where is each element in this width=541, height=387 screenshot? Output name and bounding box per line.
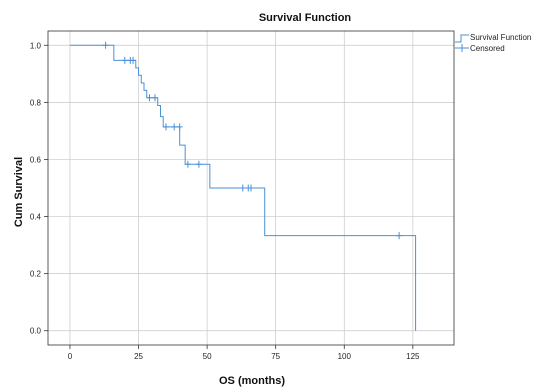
y-axis-title: Cum Survival bbox=[13, 157, 25, 227]
censored-mark bbox=[151, 94, 158, 102]
x-tick-label: 0 bbox=[68, 352, 73, 361]
censored-mark bbox=[121, 56, 128, 64]
x-tick-label: 75 bbox=[271, 352, 280, 361]
censored-mark bbox=[171, 123, 178, 131]
legend: Survival Function Censored bbox=[455, 33, 531, 53]
series-layer bbox=[69, 41, 417, 331]
censored-mark bbox=[195, 160, 202, 168]
legend-censored-mark bbox=[455, 44, 469, 52]
censored-mark bbox=[396, 232, 403, 240]
x-tick-label: 100 bbox=[338, 352, 352, 361]
axis-ticks: 0 25 50 75 100 125 0.0 0.2 0.4 0.6 0.8 1.0 bbox=[30, 41, 420, 361]
plot-frame bbox=[47, 30, 455, 346]
censored-mark bbox=[176, 123, 183, 131]
survival-step-line bbox=[69, 44, 417, 331]
y-tick-label: 0.8 bbox=[30, 98, 42, 107]
censored-mark bbox=[162, 123, 169, 131]
censored-mark bbox=[146, 94, 153, 102]
x-tick-label: 25 bbox=[134, 352, 143, 361]
censored-mark bbox=[248, 184, 254, 192]
chart-title: Survival Function bbox=[259, 12, 352, 24]
legend-survival-swatch bbox=[455, 34, 469, 43]
y-tick-label: 0.0 bbox=[30, 327, 42, 336]
legend-survival-label: Survival Function bbox=[470, 33, 531, 42]
censored-mark bbox=[239, 184, 246, 192]
legend-censored-label: Censored bbox=[470, 44, 505, 53]
x-tick-label: 125 bbox=[406, 352, 420, 361]
censored-mark bbox=[184, 160, 191, 168]
x-tick-label: 50 bbox=[203, 352, 212, 361]
censored-mark bbox=[130, 56, 137, 64]
x-axis-title: OS (months) bbox=[219, 375, 285, 387]
censored-mark bbox=[102, 41, 109, 49]
y-tick-label: 0.4 bbox=[30, 213, 42, 222]
y-tick-label: 0.6 bbox=[30, 155, 42, 164]
grid-lines bbox=[48, 31, 454, 345]
y-tick-label: 0.2 bbox=[30, 270, 42, 279]
y-tick-label: 1.0 bbox=[30, 41, 42, 50]
legend-censored-swatch bbox=[455, 44, 469, 52]
